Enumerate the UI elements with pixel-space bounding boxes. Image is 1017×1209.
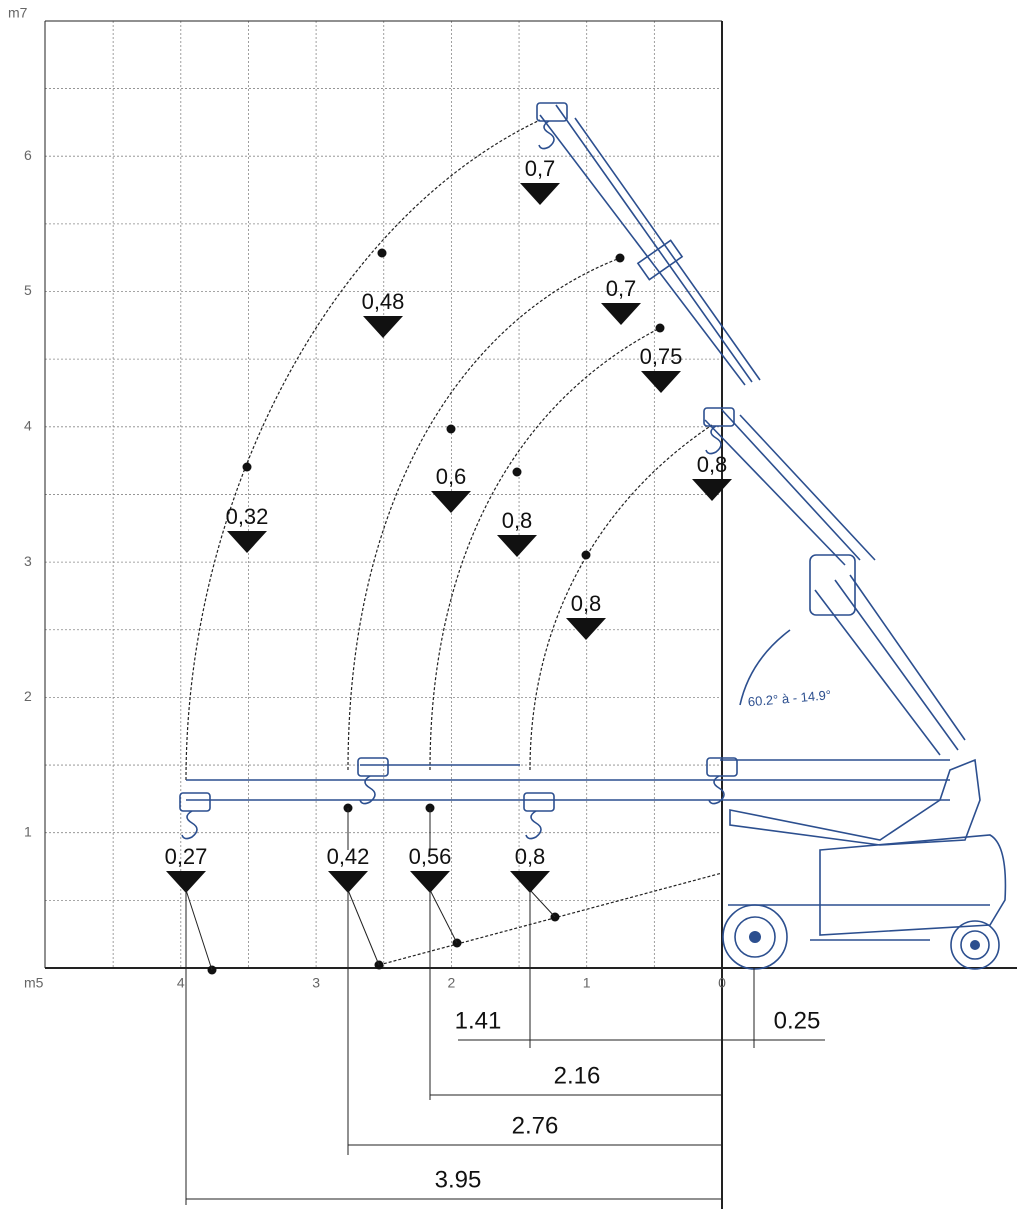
hook xyxy=(708,775,725,805)
y-tick-label: 5 xyxy=(24,282,32,298)
hook xyxy=(525,810,542,840)
y-unit: m7 xyxy=(8,5,28,21)
reach-arc xyxy=(347,257,621,771)
x-tick-label: 4 xyxy=(177,975,185,991)
load-marker xyxy=(431,491,471,513)
machine-part xyxy=(722,904,788,970)
hook xyxy=(359,775,376,805)
load-marker xyxy=(601,303,641,325)
machine-part xyxy=(819,834,1007,936)
machine-part xyxy=(960,930,990,960)
grid xyxy=(45,21,722,968)
x-tick-label: 1 xyxy=(583,975,591,991)
y-tick-label: 4 xyxy=(24,418,32,434)
x-unit: m5 xyxy=(24,975,44,991)
machine-part xyxy=(970,940,980,950)
machine xyxy=(179,102,1007,970)
load-label: 0,7 xyxy=(606,276,637,301)
load-labels: 0,7 0,48 0,7 0,75 0,32 0,6 0,8 0,8 0,8 0,27 0,42 0,… xyxy=(165,156,732,893)
machine-part xyxy=(728,904,990,941)
load-marker xyxy=(497,535,537,557)
hook-block xyxy=(523,792,555,812)
dimension-label: 2.76 xyxy=(512,1112,559,1139)
dimension-label: 1.41 xyxy=(455,1007,502,1034)
load-marker xyxy=(328,871,368,893)
machine-part xyxy=(636,239,684,281)
load-marker xyxy=(166,871,206,893)
point xyxy=(512,467,522,477)
point xyxy=(377,248,387,258)
load-marker xyxy=(363,316,403,338)
load-label: 0,7 xyxy=(525,156,556,181)
load-label: 0,32 xyxy=(226,504,269,529)
machine-part xyxy=(749,931,761,943)
machine-part xyxy=(814,574,966,756)
point xyxy=(242,462,252,472)
load-label: 0,8 xyxy=(571,591,602,616)
point xyxy=(581,550,591,560)
x-tick-label: 3 xyxy=(312,975,320,991)
x-tick-label: 0 xyxy=(718,975,726,991)
machine-part xyxy=(539,104,761,386)
load-label: 0,48 xyxy=(362,289,405,314)
leader xyxy=(347,889,380,966)
reach-arc xyxy=(378,872,723,966)
load-label: 0,6 xyxy=(436,464,467,489)
leader xyxy=(529,889,556,918)
hook-block xyxy=(703,407,735,427)
machine-part xyxy=(950,920,1000,970)
hook-block xyxy=(536,102,568,122)
load-label: 0,27 xyxy=(165,844,208,869)
load-label: 0,8 xyxy=(502,508,533,533)
load-marker xyxy=(520,183,560,205)
hook xyxy=(181,810,198,840)
dimension-label: 3.95 xyxy=(435,1166,482,1193)
y-tick-label: 3 xyxy=(24,553,32,569)
dimension-label: 2.16 xyxy=(554,1062,601,1089)
machine-part xyxy=(186,759,950,801)
dimension-label: 0.25 xyxy=(774,1007,821,1034)
y-tick-label: 2 xyxy=(24,688,32,704)
x-tick-label: 2 xyxy=(448,975,456,991)
y-tick-label: 1 xyxy=(24,823,32,839)
reach-arc xyxy=(429,327,661,771)
load-label: 0,56 xyxy=(409,844,452,869)
point xyxy=(655,323,665,333)
angle-range: 60.2° à - 14.9° xyxy=(747,687,831,709)
load-marker xyxy=(410,871,450,893)
machine-part xyxy=(734,916,776,958)
load-label: 0,8 xyxy=(515,844,546,869)
reach-arc xyxy=(185,119,541,781)
point xyxy=(446,424,456,434)
load-marker xyxy=(510,871,550,893)
load-marker xyxy=(692,479,732,501)
machine-part xyxy=(729,758,981,846)
load-label: 0,75 xyxy=(640,344,683,369)
machine-part xyxy=(704,409,876,566)
load-marker xyxy=(227,531,267,553)
hook xyxy=(538,120,555,150)
load-label: 0,42 xyxy=(327,844,370,869)
hook xyxy=(705,425,722,455)
leader xyxy=(429,889,458,944)
reach-arc xyxy=(529,424,713,771)
load-marker xyxy=(566,618,606,640)
y-tick-label: 6 xyxy=(24,147,32,163)
point xyxy=(615,253,625,263)
load-label: 0,8 xyxy=(697,452,728,477)
machine-part xyxy=(179,102,738,840)
machine-part xyxy=(739,629,791,706)
hook-block xyxy=(706,757,738,777)
leader xyxy=(185,889,213,971)
dimensions: 1.41 0.25 2.16 2.76 3.95 xyxy=(185,890,825,1205)
hook-block xyxy=(179,792,211,812)
hook-block xyxy=(357,757,389,777)
machine-part xyxy=(809,554,856,616)
load-marker xyxy=(641,371,681,393)
